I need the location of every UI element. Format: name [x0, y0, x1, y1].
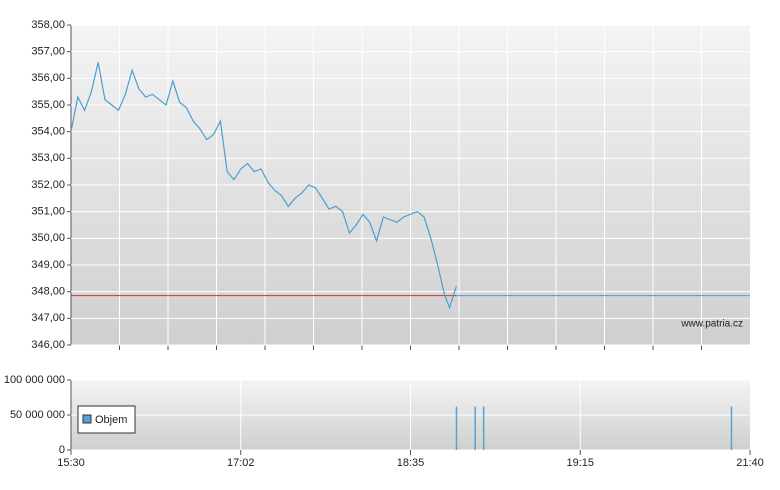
- y-tick-label: 348,00: [31, 286, 65, 298]
- volume-bar: [455, 406, 458, 450]
- y-tick-label: 357,00: [31, 46, 65, 58]
- x-tick-label: 21:40: [736, 457, 764, 469]
- x-tick-label: 18:35: [397, 457, 425, 469]
- watermark: www.patria.cz: [680, 319, 743, 330]
- y-tick-label: 50 000 000: [10, 409, 65, 421]
- y-tick-label: 355,00: [31, 99, 65, 111]
- y-tick-label: 0: [59, 444, 65, 456]
- y-tick-label: 354,00: [31, 126, 65, 138]
- y-tick-label: 358,00: [31, 19, 65, 31]
- y-tick-label: 352,00: [31, 179, 65, 191]
- y-tick-label: 347,00: [31, 312, 65, 324]
- volume-bar: [482, 406, 485, 450]
- y-tick-label: 356,00: [31, 72, 65, 84]
- y-tick-label: 100 000 000: [4, 374, 65, 386]
- legend-label: Objem: [95, 414, 127, 426]
- y-tick-label: 351,00: [31, 206, 65, 218]
- y-tick-label: 350,00: [31, 232, 65, 244]
- price-line: [70, 62, 457, 310]
- x-tick-label: 19:15: [566, 457, 594, 469]
- x-tick-label: 17:02: [227, 457, 255, 469]
- legend-swatch: [82, 414, 92, 424]
- volume-bar: [474, 406, 476, 450]
- y-tick-label: 346,00: [31, 339, 65, 351]
- volume-bar: [730, 406, 733, 450]
- x-tick-label: 15:30: [57, 457, 85, 469]
- y-tick-label: 349,00: [31, 259, 65, 271]
- y-tick-label: 353,00: [31, 152, 65, 164]
